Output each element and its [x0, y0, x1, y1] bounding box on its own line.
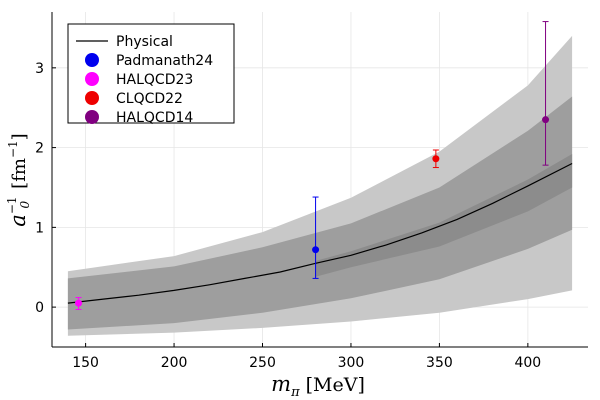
legend-swatch-halqcd14: [85, 110, 99, 124]
legend-swatch-padmanath24: [85, 53, 99, 67]
y-axis-title: a−10[fm−1]: [5, 133, 32, 226]
tick-labels: 150 200 250 300 350 400 0 1 2 3: [35, 61, 541, 371]
y-tick-label: 0: [35, 300, 44, 316]
legend-label-padmanath24: Padmanath24: [116, 53, 213, 69]
data-point-clqcd22: [432, 155, 440, 163]
legend-label-halqcd23: HALQCD23: [116, 72, 193, 88]
data-points-layer: [75, 21, 550, 311]
x-tick-label: 350: [426, 355, 453, 371]
y-tick-label: 1: [35, 220, 44, 236]
legend-label-halqcd14: HALQCD14: [116, 110, 193, 126]
legend: Physical Padmanath24 HALQCD23 CLQCD22 HA…: [67, 23, 235, 126]
x-tick-label: 300: [338, 355, 365, 371]
uncertainty-band-3: [315, 154, 573, 277]
legend-label-clqcd22: CLQCD22: [116, 91, 183, 107]
y-tick-label: 3: [35, 61, 44, 77]
x-axis-title: mπ [MeV]: [271, 372, 365, 400]
data-point-padmanath24: [312, 246, 320, 254]
x-tick-label: 250: [249, 355, 276, 371]
x-tick-label: 200: [161, 355, 188, 371]
axes: [51, 12, 588, 348]
data-point-halqcd23: [75, 299, 83, 307]
data-point-halqcd14: [542, 116, 550, 124]
y-tick-label: 2: [35, 141, 44, 157]
uncertainty-bands: [67, 35, 573, 336]
legend-swatch-halqcd23: [85, 72, 99, 86]
legend-label-physical: Physical: [116, 34, 173, 50]
x-tick-label: 400: [514, 355, 541, 371]
uncertainty-band-2: [67, 96, 573, 330]
legend-swatch-clqcd22: [85, 91, 99, 105]
x-tick-label: 150: [72, 355, 99, 371]
